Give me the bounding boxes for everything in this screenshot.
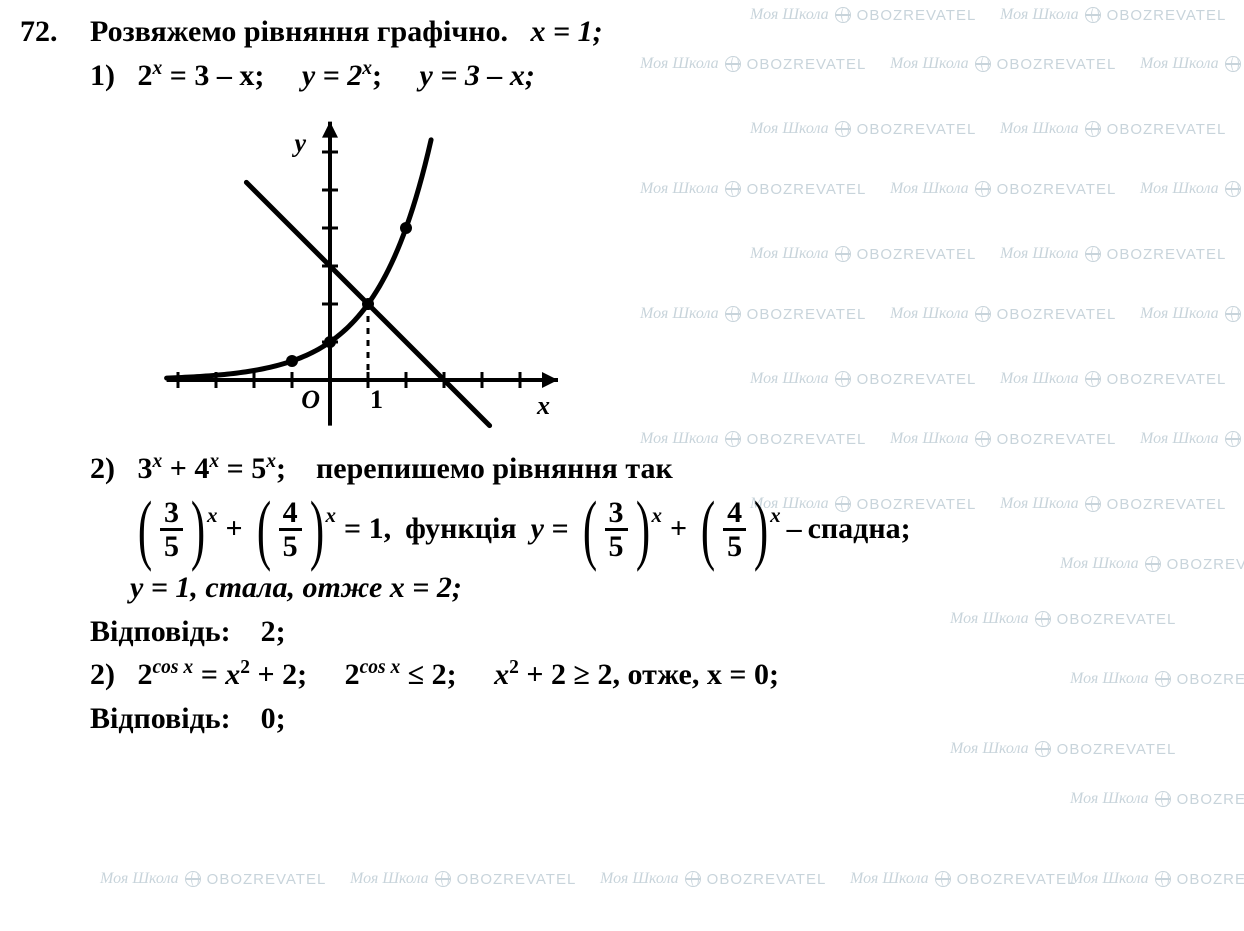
plus2: + bbox=[670, 512, 687, 546]
i2post: ; bbox=[276, 452, 286, 485]
i3c-sq: 2 bbox=[509, 657, 519, 678]
svg-text:1: 1 bbox=[370, 385, 383, 414]
item1-eq1-sup: x bbox=[153, 58, 163, 79]
item1-eq1-base: 2 bbox=[138, 59, 153, 92]
i3a-base: 2 bbox=[138, 658, 153, 691]
i2c: = 5 bbox=[219, 452, 266, 485]
item2-label: 2) bbox=[90, 452, 115, 485]
intro-text: Розвяжемо рівняння графічно. bbox=[90, 15, 508, 48]
item1-eq2-pre: y = 2 bbox=[302, 59, 362, 92]
f4-bot: 5 bbox=[723, 531, 746, 563]
i2a: 3 bbox=[138, 452, 153, 485]
svg-text:y: y bbox=[291, 129, 306, 158]
i3b-rest: ≤ 2; bbox=[400, 658, 456, 691]
i3c-rest: + 2 ≥ 2, отже, x = 0; bbox=[519, 658, 779, 691]
problem-number: 72. bbox=[20, 10, 90, 54]
y-eq: y = bbox=[531, 512, 569, 546]
i2b-sup: x bbox=[209, 451, 219, 472]
spadna: спадна; bbox=[808, 512, 911, 546]
answer2-label: Відповідь: bbox=[90, 702, 231, 735]
item1-eq2-post: ; bbox=[372, 59, 382, 92]
answer1-val: 2; bbox=[261, 615, 286, 648]
item3-label: 2) bbox=[90, 658, 115, 691]
i3c-pre: x bbox=[494, 658, 509, 691]
plus1: + bbox=[225, 512, 242, 546]
item1-eq3: y = 3 – x; bbox=[420, 59, 535, 92]
f1-top: 3 bbox=[160, 497, 183, 529]
func-word: функція bbox=[405, 512, 516, 546]
f3-top: 3 bbox=[605, 497, 628, 529]
f2-top: 4 bbox=[279, 497, 302, 529]
f2-bot: 5 bbox=[279, 531, 302, 563]
f4-top: 4 bbox=[723, 497, 746, 529]
graph-container: y x O 1 bbox=[20, 105, 1214, 435]
answer1-label: Відповідь: bbox=[90, 615, 231, 648]
i2b: + 4 bbox=[162, 452, 209, 485]
intro-solution: x = 1; bbox=[531, 15, 603, 48]
item1-eq1-rest: = 3 – x; bbox=[162, 59, 264, 92]
svg-text:O: O bbox=[301, 385, 320, 414]
i2a-sup: x bbox=[153, 451, 163, 472]
fraction-line: ( 3 5 ) x + ( 4 5 ) x = 1, функція y = ( bbox=[20, 497, 1214, 563]
item2-text: перепишемо рівняння так bbox=[316, 452, 673, 485]
i3a-sq: 2 bbox=[240, 657, 250, 678]
i3a-sup: cos x bbox=[153, 657, 194, 678]
i3b-base: 2 bbox=[345, 658, 360, 691]
item1-eq2-sup: x bbox=[362, 58, 372, 79]
item2-line3: y = 1, стала, отже x = 2; bbox=[130, 571, 462, 604]
item1-label: 1) bbox=[90, 59, 115, 92]
graph-svg: y x O 1 bbox=[160, 105, 580, 435]
eq1: = 1, bbox=[344, 512, 391, 546]
i3a-post: + 2; bbox=[250, 658, 307, 691]
i3b-sup: cos x bbox=[360, 657, 401, 678]
answer2-val: 0; bbox=[261, 702, 286, 735]
i3a-eq: = x bbox=[193, 658, 240, 691]
i2c-sup: x bbox=[266, 451, 276, 472]
f1-bot: 5 bbox=[160, 531, 183, 563]
svg-text:x: x bbox=[536, 391, 550, 420]
f3-bot: 5 bbox=[605, 531, 628, 563]
